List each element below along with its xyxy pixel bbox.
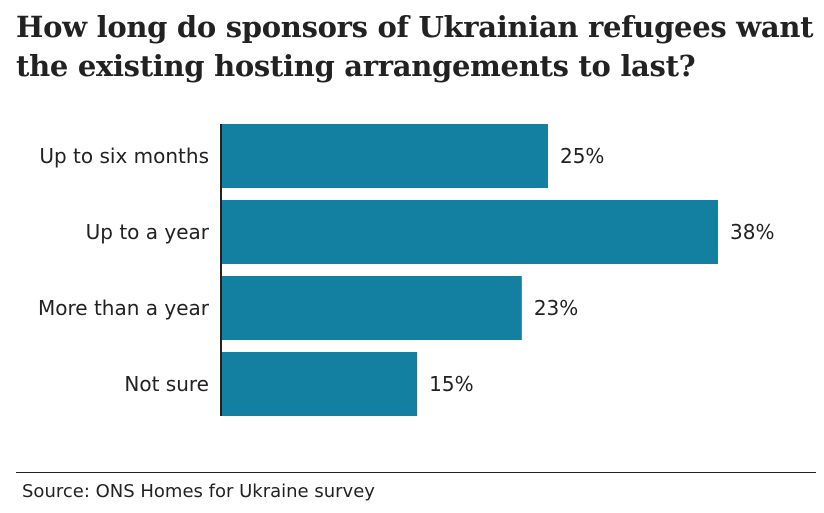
bar-1 xyxy=(221,124,548,188)
value-label-3: 23% xyxy=(534,296,578,320)
value-label-4: 15% xyxy=(429,372,473,396)
value-label-1: 25% xyxy=(560,144,604,168)
source-note: Source: ONS Homes for Ukraine survey xyxy=(22,481,375,502)
chart-title: How long do sponsors of Ukrainian refuge… xyxy=(16,10,814,83)
bar-4 xyxy=(221,352,418,416)
bar-3 xyxy=(221,276,522,340)
category-label-4: Not sure xyxy=(124,372,209,396)
bar-2 xyxy=(221,200,718,264)
category-label-2: Up to a year xyxy=(86,220,210,244)
value-label-2: 38% xyxy=(730,220,774,244)
bar-chart: Up to six months 25% Up to a year 38% More t… xyxy=(38,124,774,416)
category-label-3: More than a year xyxy=(38,296,210,320)
category-label-1: Up to six months xyxy=(39,144,209,168)
source-divider xyxy=(16,472,816,473)
